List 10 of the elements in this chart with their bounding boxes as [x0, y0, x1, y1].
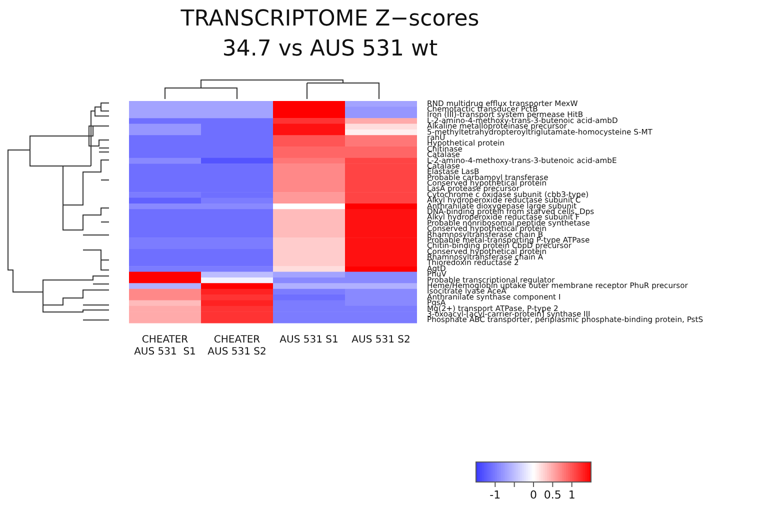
chart-subtitle: 34.7 vs AUS 531 wt: [222, 36, 438, 62]
x-tick-label: CHEATER AUS 531 S2: [208, 334, 266, 358]
color-bar-label: 0.5: [544, 488, 562, 502]
color-bar-label: 0: [530, 488, 537, 502]
chart-title: TRANSCRIPTOME Z−scores: [180, 6, 480, 32]
x-tick-label: CHEATER AUS 531 S1: [134, 334, 196, 358]
color-bar-label: -1: [490, 488, 501, 502]
color-bar-label: 1: [568, 488, 576, 502]
x-tick-label: AUS 531 S2: [352, 334, 410, 346]
x-tick-label: AUS 531 S1: [280, 334, 338, 346]
